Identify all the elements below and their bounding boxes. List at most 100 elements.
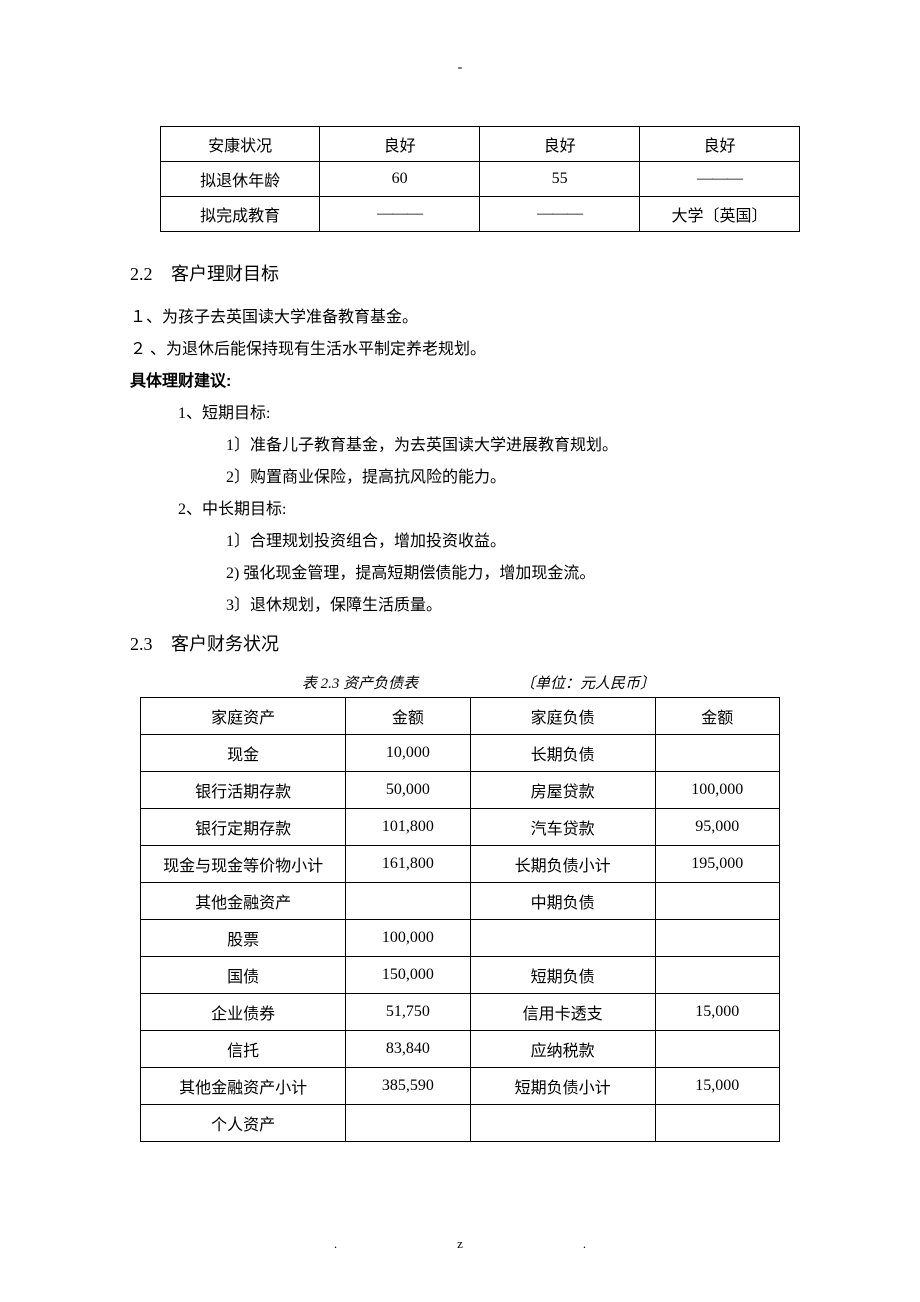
cell: 应纳税款 (470, 1031, 655, 1068)
cell: 家庭资产 (141, 698, 346, 735)
table-row: 安康状况 良好 良好 良好 (161, 127, 800, 162)
cell: 安康状况 (161, 127, 320, 162)
cell (655, 883, 779, 920)
advice-label: 具体理财建议: (130, 366, 790, 398)
cell: 100,000 (346, 920, 470, 957)
cell: 信用卡透支 (470, 994, 655, 1031)
cell: 83,840 (346, 1031, 470, 1068)
cell: ——— (640, 162, 800, 197)
heading-text: 客户理财目标 (171, 264, 279, 284)
table-row: 银行定期存款 101,800 汽车贷款 95,000 (141, 809, 780, 846)
cell: 51,750 (346, 994, 470, 1031)
caption-title: 表 2.3 资产负债表 (140, 672, 520, 693)
cell (655, 1031, 779, 1068)
cell: 企业债券 (141, 994, 346, 1031)
footer-left: . (334, 1236, 457, 1251)
table-row: 家庭资产 金额 家庭负债 金额 (141, 698, 780, 735)
cell: 其他金融资产 (141, 883, 346, 920)
cell: 家庭负债 (470, 698, 655, 735)
table-row: 个人资产 (141, 1105, 780, 1142)
cell: ——— (480, 197, 640, 232)
cell (470, 920, 655, 957)
list-item: 2、中长期目标: (178, 494, 790, 526)
cell: 短期负债小计 (470, 1068, 655, 1105)
cell: 银行定期存款 (141, 809, 346, 846)
cell: 100,000 (655, 772, 779, 809)
cell: 161,800 (346, 846, 470, 883)
caption-unit: 〔单位：元人民币〕 (520, 672, 780, 693)
cell: 拟完成教育 (161, 197, 320, 232)
table-balance-sheet: 家庭资产 金额 家庭负债 金额 现金 10,000 长期负债 银行活期存款 50… (140, 697, 780, 1142)
cell: 长期负债小计 (470, 846, 655, 883)
list-item: 2〕购置商业保险，提高抗风险的能力。 (226, 462, 790, 494)
cell: 金额 (346, 698, 470, 735)
cell (346, 1105, 470, 1142)
cell: 汽车贷款 (470, 809, 655, 846)
paragraph: ２ 、为退休后能保持现有生活水平制定养老规划。 (130, 334, 790, 366)
cell: 385,590 (346, 1068, 470, 1105)
table-row: 股票 100,000 (141, 920, 780, 957)
cell: 金额 (655, 698, 779, 735)
paragraph: １、为孩子去英国读大学准备教育基金。 (130, 302, 790, 334)
cell: 中期负债 (470, 883, 655, 920)
cell: 101,800 (346, 809, 470, 846)
top-dash: - (130, 60, 790, 76)
cell: 60 (320, 162, 480, 197)
cell (655, 735, 779, 772)
table-row: 现金 10,000 长期负债 (141, 735, 780, 772)
list-item: 2) 强化现金管理，提高短期偿债能力，增加现金流。 (226, 558, 790, 590)
cell (655, 920, 779, 957)
cell: 信托 (141, 1031, 346, 1068)
cell: 短期负债 (470, 957, 655, 994)
cell: 个人资产 (141, 1105, 346, 1142)
heading-2-2: 2.2 客户理财目标 (130, 260, 790, 286)
cell: 银行活期存款 (141, 772, 346, 809)
list-item: 1、短期目标: (178, 398, 790, 430)
cell: 房屋贷款 (470, 772, 655, 809)
cell (655, 957, 779, 994)
cell: 长期负债 (470, 735, 655, 772)
heading-number: 2.3 (130, 634, 153, 654)
cell: 150,000 (346, 957, 470, 994)
table-row: 其他金融资产小计 385,590 短期负债小计 15,000 (141, 1068, 780, 1105)
table-row: 拟完成教育 ——— ——— 大学〔英国〕 (161, 197, 800, 232)
list-item: 1〕合理规划投资组合，增加投资收益。 (226, 526, 790, 558)
cell: 拟退休年龄 (161, 162, 320, 197)
cell: 良好 (480, 127, 640, 162)
cell: 50,000 (346, 772, 470, 809)
cell (470, 1105, 655, 1142)
footer-right: z. (457, 1236, 706, 1251)
table-row: 企业债券 51,750 信用卡透支 15,000 (141, 994, 780, 1031)
page: - 安康状况 良好 良好 良好 拟退休年龄 60 55 ——— 拟完成教育 ——… (0, 0, 920, 1302)
cell: 55 (480, 162, 640, 197)
cell: 15,000 (655, 994, 779, 1031)
table-row: 现金与现金等价物小计 161,800 长期负债小计 195,000 (141, 846, 780, 883)
table-row: 信托 83,840 应纳税款 (141, 1031, 780, 1068)
cell: 现金 (141, 735, 346, 772)
cell: 良好 (640, 127, 800, 162)
table-basic-info: 安康状况 良好 良好 良好 拟退休年龄 60 55 ——— 拟完成教育 ——— … (160, 126, 800, 232)
list-item: 3〕退休规划，保障生活质量。 (226, 590, 790, 622)
cell: 15,000 (655, 1068, 779, 1105)
cell: 其他金融资产小计 (141, 1068, 346, 1105)
table-row: 其他金融资产 中期负债 (141, 883, 780, 920)
table-row: 银行活期存款 50,000 房屋贷款 100,000 (141, 772, 780, 809)
cell: ——— (320, 197, 480, 232)
table-caption: 表 2.3 资产负债表 〔单位：元人民币〕 (140, 672, 780, 693)
heading-2-3: 2.3 客户财务状况 (130, 630, 790, 656)
cell: 195,000 (655, 846, 779, 883)
cell (346, 883, 470, 920)
cell (655, 1105, 779, 1142)
page-footer: .z. (0, 1236, 920, 1252)
heading-text: 客户财务状况 (171, 634, 279, 654)
cell: 大学〔英国〕 (640, 197, 800, 232)
heading-number: 2.2 (130, 264, 153, 284)
cell: 95,000 (655, 809, 779, 846)
cell: 国债 (141, 957, 346, 994)
table-row: 拟退休年龄 60 55 ——— (161, 162, 800, 197)
table-row: 国债 150,000 短期负债 (141, 957, 780, 994)
cell: 10,000 (346, 735, 470, 772)
cell: 现金与现金等价物小计 (141, 846, 346, 883)
cell: 股票 (141, 920, 346, 957)
list-item: 1〕准备儿子教育基金，为去英国读大学进展教育规划。 (226, 430, 790, 462)
